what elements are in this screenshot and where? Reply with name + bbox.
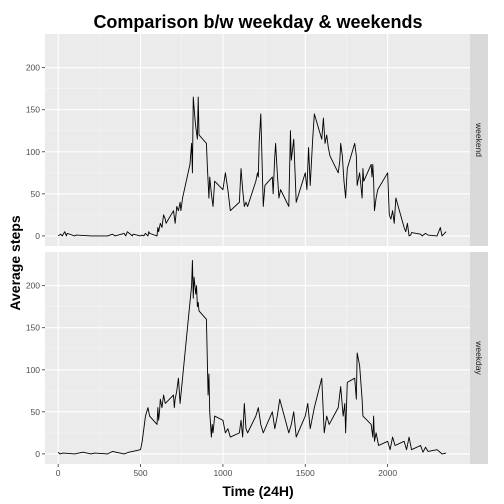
facet-panels: 0 50 100 150 200 weekend 0 50 100 150 200 weekday 0 5… (26, 34, 488, 478)
y-tick-label: 100 (26, 147, 40, 157)
y-tick-label: 150 (26, 105, 40, 115)
panel-background (45, 34, 470, 246)
series-line-weekday (57, 259, 447, 455)
series-line-weekend (57, 96, 447, 237)
y-tick-label: 200 (26, 63, 40, 73)
facet-strip-label: weekday (474, 340, 484, 375)
facet-weekend: 0 50 100 150 200 weekend (26, 34, 488, 246)
y-tick-label: 0 (35, 231, 40, 241)
y-tick-label: 50 (31, 189, 41, 199)
y-tick-label: 150 (26, 323, 40, 333)
y-tick-label: 50 (31, 407, 41, 417)
x-tick-label: 1000 (213, 468, 232, 478)
y-tick-label: 100 (26, 365, 40, 375)
facet-strip (470, 34, 488, 246)
y-tick-label: 200 (26, 281, 40, 291)
facet-weekday: 0 50 100 150 200 weekday 0 500 1000 1500 2000 (26, 252, 488, 478)
chart-title: Comparison b/w weekday & weekends (93, 12, 422, 32)
facet-strip-label: weekend (474, 122, 484, 157)
x-tick-label: 500 (133, 468, 147, 478)
y-tick-label: 0 (35, 449, 40, 459)
x-axis-title: Time (24H) (222, 483, 293, 499)
facet-strip (470, 252, 488, 464)
panel-background (45, 252, 470, 464)
x-tick-label: 1500 (296, 468, 315, 478)
x-tick-label: 2000 (378, 468, 397, 478)
y-axis-title: Average steps (7, 215, 23, 310)
x-tick-label: 0 (56, 468, 61, 478)
